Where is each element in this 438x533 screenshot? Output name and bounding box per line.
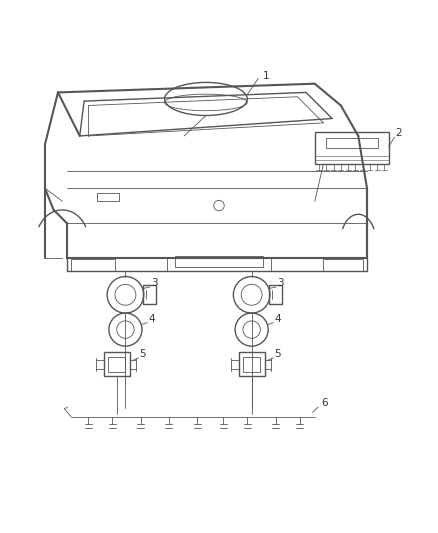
Text: 5: 5 [139,349,146,359]
Bar [269,285,282,304]
Text: 4: 4 [148,314,155,324]
Text: 2: 2 [395,128,402,138]
Bar [315,132,389,164]
Text: 1: 1 [262,71,269,82]
Text: 4: 4 [274,314,281,324]
Bar [71,259,115,271]
Bar [323,259,363,271]
Bar [325,138,378,148]
Bar [143,285,156,304]
Bar [104,352,130,376]
Text: 5: 5 [274,349,281,359]
Text: 3: 3 [277,278,283,288]
Bar [243,357,260,372]
Text: 3: 3 [151,278,157,288]
Bar [239,352,265,376]
Bar [176,256,262,266]
Bar [97,193,119,201]
Text: 6: 6 [321,398,328,408]
Bar [108,357,125,372]
